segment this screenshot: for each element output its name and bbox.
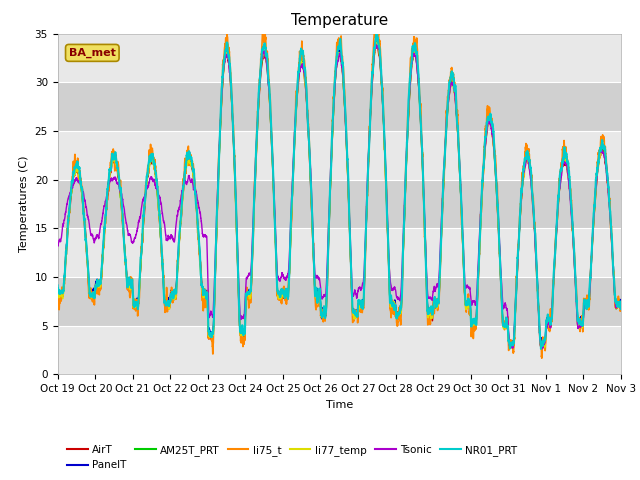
Line: AM25T_PRT: AM25T_PRT [58, 41, 621, 347]
AM25T_PRT [318, 312, 326, 317]
NR01_PRT [617, 306, 625, 312]
Bar [58, 180, 621, 228]
li77_temp [155, 208, 163, 214]
NR01_PRT [372, 31, 380, 36]
PanelT [616, 298, 624, 303]
Tsonic [617, 304, 625, 310]
AM25T_PRT [155, 207, 163, 213]
AirT [54, 295, 61, 300]
NR01_PRT [318, 313, 326, 319]
NR01_PRT [155, 203, 163, 208]
NR01_PRT [537, 346, 545, 352]
Bar [58, 82, 621, 131]
AM25T_PRT [616, 302, 624, 308]
Line: li75_t: li75_t [58, 34, 621, 358]
PanelT [466, 300, 474, 306]
NR01_PRT [54, 283, 61, 288]
PanelT [617, 298, 625, 304]
li77_temp [616, 303, 624, 309]
AirT [616, 302, 624, 308]
AM25T_PRT [498, 293, 506, 299]
NR01_PRT [616, 300, 624, 305]
AirT [155, 208, 163, 214]
Line: Tsonic: Tsonic [58, 45, 621, 349]
Bar [58, 326, 621, 374]
Tsonic [435, 283, 442, 289]
Line: AirT: AirT [58, 41, 621, 348]
li75_t [538, 355, 546, 361]
li77_temp [435, 301, 442, 307]
AirT [318, 315, 326, 321]
AM25T_PRT [466, 302, 474, 308]
li77_temp [541, 344, 548, 350]
Text: BA_met: BA_met [69, 48, 116, 58]
Tsonic [318, 296, 326, 302]
Y-axis label: Temperatures (C): Temperatures (C) [19, 156, 29, 252]
AirT [498, 295, 506, 301]
AM25T_PRT [617, 301, 625, 307]
AM25T_PRT [54, 291, 61, 297]
Tsonic [616, 304, 624, 310]
li75_t [319, 308, 326, 314]
AirT [541, 345, 549, 350]
li75_t [617, 304, 625, 310]
NR01_PRT [466, 301, 474, 307]
Title: Temperature: Temperature [291, 13, 388, 28]
li75_t [155, 204, 163, 209]
Tsonic [54, 243, 61, 249]
li75_t [259, 31, 266, 36]
li75_t [466, 309, 474, 315]
NR01_PRT [498, 293, 506, 299]
Line: NR01_PRT: NR01_PRT [58, 34, 621, 349]
Line: PanelT: PanelT [58, 36, 621, 343]
PanelT [318, 307, 326, 313]
li75_t [616, 308, 624, 314]
PanelT [498, 291, 506, 297]
li77_temp [54, 291, 61, 297]
Tsonic [538, 346, 545, 352]
li77_temp [498, 296, 506, 302]
li75_t [498, 288, 506, 293]
AirT [466, 303, 474, 309]
PanelT [435, 297, 442, 303]
PanelT [155, 204, 163, 210]
Tsonic [498, 278, 506, 284]
PanelT [54, 292, 61, 298]
AirT [373, 38, 381, 44]
Line: li77_temp: li77_temp [58, 42, 621, 347]
Bar [58, 34, 621, 82]
AirT [617, 301, 625, 307]
li75_t [435, 296, 442, 301]
AM25T_PRT [538, 344, 545, 349]
li77_temp [373, 39, 381, 45]
AM25T_PRT [372, 38, 380, 44]
li75_t [54, 297, 61, 302]
Bar [58, 228, 621, 277]
NR01_PRT [435, 300, 442, 306]
AM25T_PRT [435, 301, 442, 307]
Bar [58, 277, 621, 326]
PanelT [507, 340, 515, 346]
li77_temp [466, 301, 474, 307]
Tsonic [155, 193, 163, 199]
Legend: AirT, PanelT, AM25T_PRT, li75_t, li77_temp, Tsonic, NR01_PRT: AirT, PanelT, AM25T_PRT, li75_t, li77_te… [63, 441, 521, 475]
li77_temp [617, 303, 625, 309]
X-axis label: Time: Time [326, 400, 353, 409]
li77_temp [318, 313, 326, 319]
Bar [58, 131, 621, 180]
Tsonic [466, 285, 474, 291]
AirT [435, 301, 442, 307]
PanelT [373, 33, 381, 39]
Tsonic [372, 42, 380, 48]
